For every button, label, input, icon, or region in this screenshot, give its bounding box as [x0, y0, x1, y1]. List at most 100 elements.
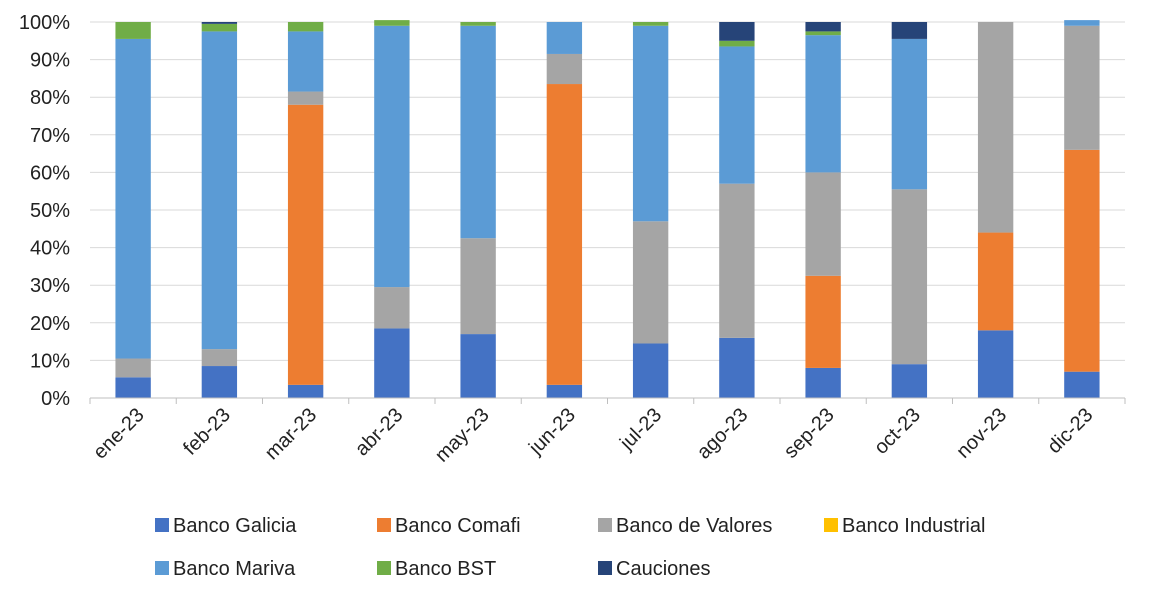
y-tick-label: 100% — [19, 12, 70, 34]
bar-segment-banco-bst — [201, 23, 238, 32]
x-tick-label: ago-23 — [693, 404, 753, 464]
bar-segment-banco-galicia — [632, 343, 669, 398]
y-tick-label: 30% — [30, 275, 70, 297]
bar-segment-banco-galicia — [805, 367, 841, 398]
bar-segment-banco-galicia — [115, 377, 151, 398]
bar-segment-banco-mariva — [115, 38, 151, 359]
bar-segment-banco-comafi — [1064, 149, 1100, 372]
bar-segment-banco-galicia — [977, 330, 1014, 398]
bar-segment-banco-bst — [374, 20, 410, 26]
legend-item-banco-bst: Banco BST — [377, 558, 496, 580]
bar-segment-banco-bst — [805, 31, 841, 36]
legend-label: Banco Galicia — [173, 515, 297, 537]
bar-segment-banco-de-valores — [374, 287, 410, 329]
legend-item-banco-industrial: Banco Industrial — [824, 515, 985, 537]
legend-swatch — [377, 561, 391, 575]
bar-segment-banco-mariva — [632, 25, 669, 222]
bar-segment-banco-mariva — [374, 25, 410, 288]
bar-segment-banco-mariva — [201, 31, 238, 350]
bar-segment-banco-de-valores — [460, 238, 496, 335]
legend-label: Banco Industrial — [842, 515, 985, 537]
legend-label: Banco de Valores — [616, 515, 772, 537]
x-tick-label: sep-23 — [780, 404, 839, 463]
bar-segment-banco-galicia — [1064, 371, 1100, 398]
x-tick-label: feb-23 — [179, 404, 235, 460]
y-tick-label: 70% — [30, 125, 70, 147]
bar-segment-banco-bst — [460, 22, 496, 26]
bar-segment-banco-galicia — [201, 366, 238, 398]
bar-segment-cauciones — [719, 22, 755, 41]
bar-segment-cauciones — [805, 22, 841, 32]
bar-segment-banco-galicia — [287, 384, 324, 398]
x-tick-label: abr-23 — [351, 404, 407, 460]
y-tick-label: 0% — [41, 388, 70, 410]
x-tick-label: ene-23 — [89, 404, 149, 464]
bar-segment-banco-de-valores — [632, 221, 669, 344]
bar-segment-banco-comafi — [805, 275, 841, 368]
bar-segment-banco-galicia — [460, 334, 496, 398]
bar-segment-banco-de-valores — [287, 91, 324, 105]
bar-segment-banco-bst — [719, 40, 755, 47]
y-tick-label: 80% — [30, 87, 70, 109]
legend-swatch — [155, 518, 169, 532]
gridlines — [90, 21, 1125, 399]
x-tick-label: jul-23 — [615, 404, 666, 455]
bar-segment-cauciones — [201, 22, 238, 24]
bar-segment-banco-galicia — [719, 337, 755, 398]
bar-segment-banco-galicia — [374, 328, 410, 398]
bar-segment-banco-galicia — [891, 364, 928, 398]
x-tick-label: nov-23 — [952, 404, 1011, 463]
x-tick-label: mar-23 — [261, 404, 321, 464]
bar-segment-banco-de-valores — [201, 349, 238, 367]
bar-segment-banco-bst — [632, 22, 669, 26]
legend-swatch — [598, 561, 612, 575]
bar-segment-cauciones — [891, 22, 928, 39]
legend-label: Banco Comafi — [395, 515, 521, 537]
legend: Banco Galicia Banco Comafi Banco de Valore… — [155, 515, 985, 580]
bar-segment-banco-de-valores — [115, 358, 151, 378]
y-tick-label: 10% — [30, 350, 70, 372]
y-tick-label: 40% — [30, 238, 70, 260]
bar-segment-banco-de-valores — [546, 53, 583, 85]
bar-segment-banco-mariva — [719, 46, 755, 184]
legend-label: Banco BST — [395, 558, 496, 580]
bar-segment-banco-bst — [287, 22, 324, 32]
bar-segment-banco-comafi — [546, 84, 583, 385]
bar-segment-banco-comafi — [977, 232, 1014, 331]
legend-item-banco-comafi: Banco Comafi — [377, 515, 521, 537]
bar-segment-banco-de-valores — [977, 22, 1014, 233]
bar-segment-banco-de-valores — [891, 189, 928, 365]
x-tick-label: dic-23 — [1043, 404, 1097, 458]
legend-label: Banco Mariva — [173, 558, 296, 580]
bar-segment-banco-de-valores — [805, 172, 841, 276]
bar-segment-banco-bst — [115, 22, 151, 39]
legend-item-cauciones: Cauciones — [598, 558, 711, 580]
legend-label: Cauciones — [616, 558, 711, 580]
bar-segment-banco-de-valores — [719, 183, 755, 338]
bar-segment-banco-comafi — [287, 104, 324, 385]
bar-segment-banco-mariva — [805, 35, 841, 173]
bar-segment-banco-de-valores — [1064, 25, 1100, 150]
bar-segment-banco-mariva — [891, 38, 928, 190]
legend-swatch — [377, 518, 391, 532]
legend-swatch — [598, 518, 612, 532]
legend-item-banco-mariva: Banco Mariva — [155, 558, 296, 580]
y-tick-label: 50% — [30, 200, 70, 222]
y-tick-label: 90% — [30, 50, 70, 72]
x-tick-label: jun-23 — [524, 404, 580, 460]
bars — [115, 20, 1100, 398]
legend-swatch — [155, 561, 169, 575]
bar-segment-banco-galicia — [546, 384, 583, 398]
bar-segment-banco-mariva — [546, 22, 583, 54]
bar-segment-banco-mariva — [460, 25, 496, 239]
y-tick-label: 60% — [30, 162, 70, 184]
legend-item-banco-galicia: Banco Galicia — [155, 515, 297, 537]
bar-segment-banco-mariva — [287, 31, 324, 92]
legend-swatch — [824, 518, 838, 532]
x-tick-label: may-23 — [431, 404, 494, 467]
x-tick-label: oct-23 — [870, 404, 925, 459]
bar-segment-banco-mariva — [1064, 20, 1100, 26]
y-tick-label: 20% — [30, 313, 70, 335]
